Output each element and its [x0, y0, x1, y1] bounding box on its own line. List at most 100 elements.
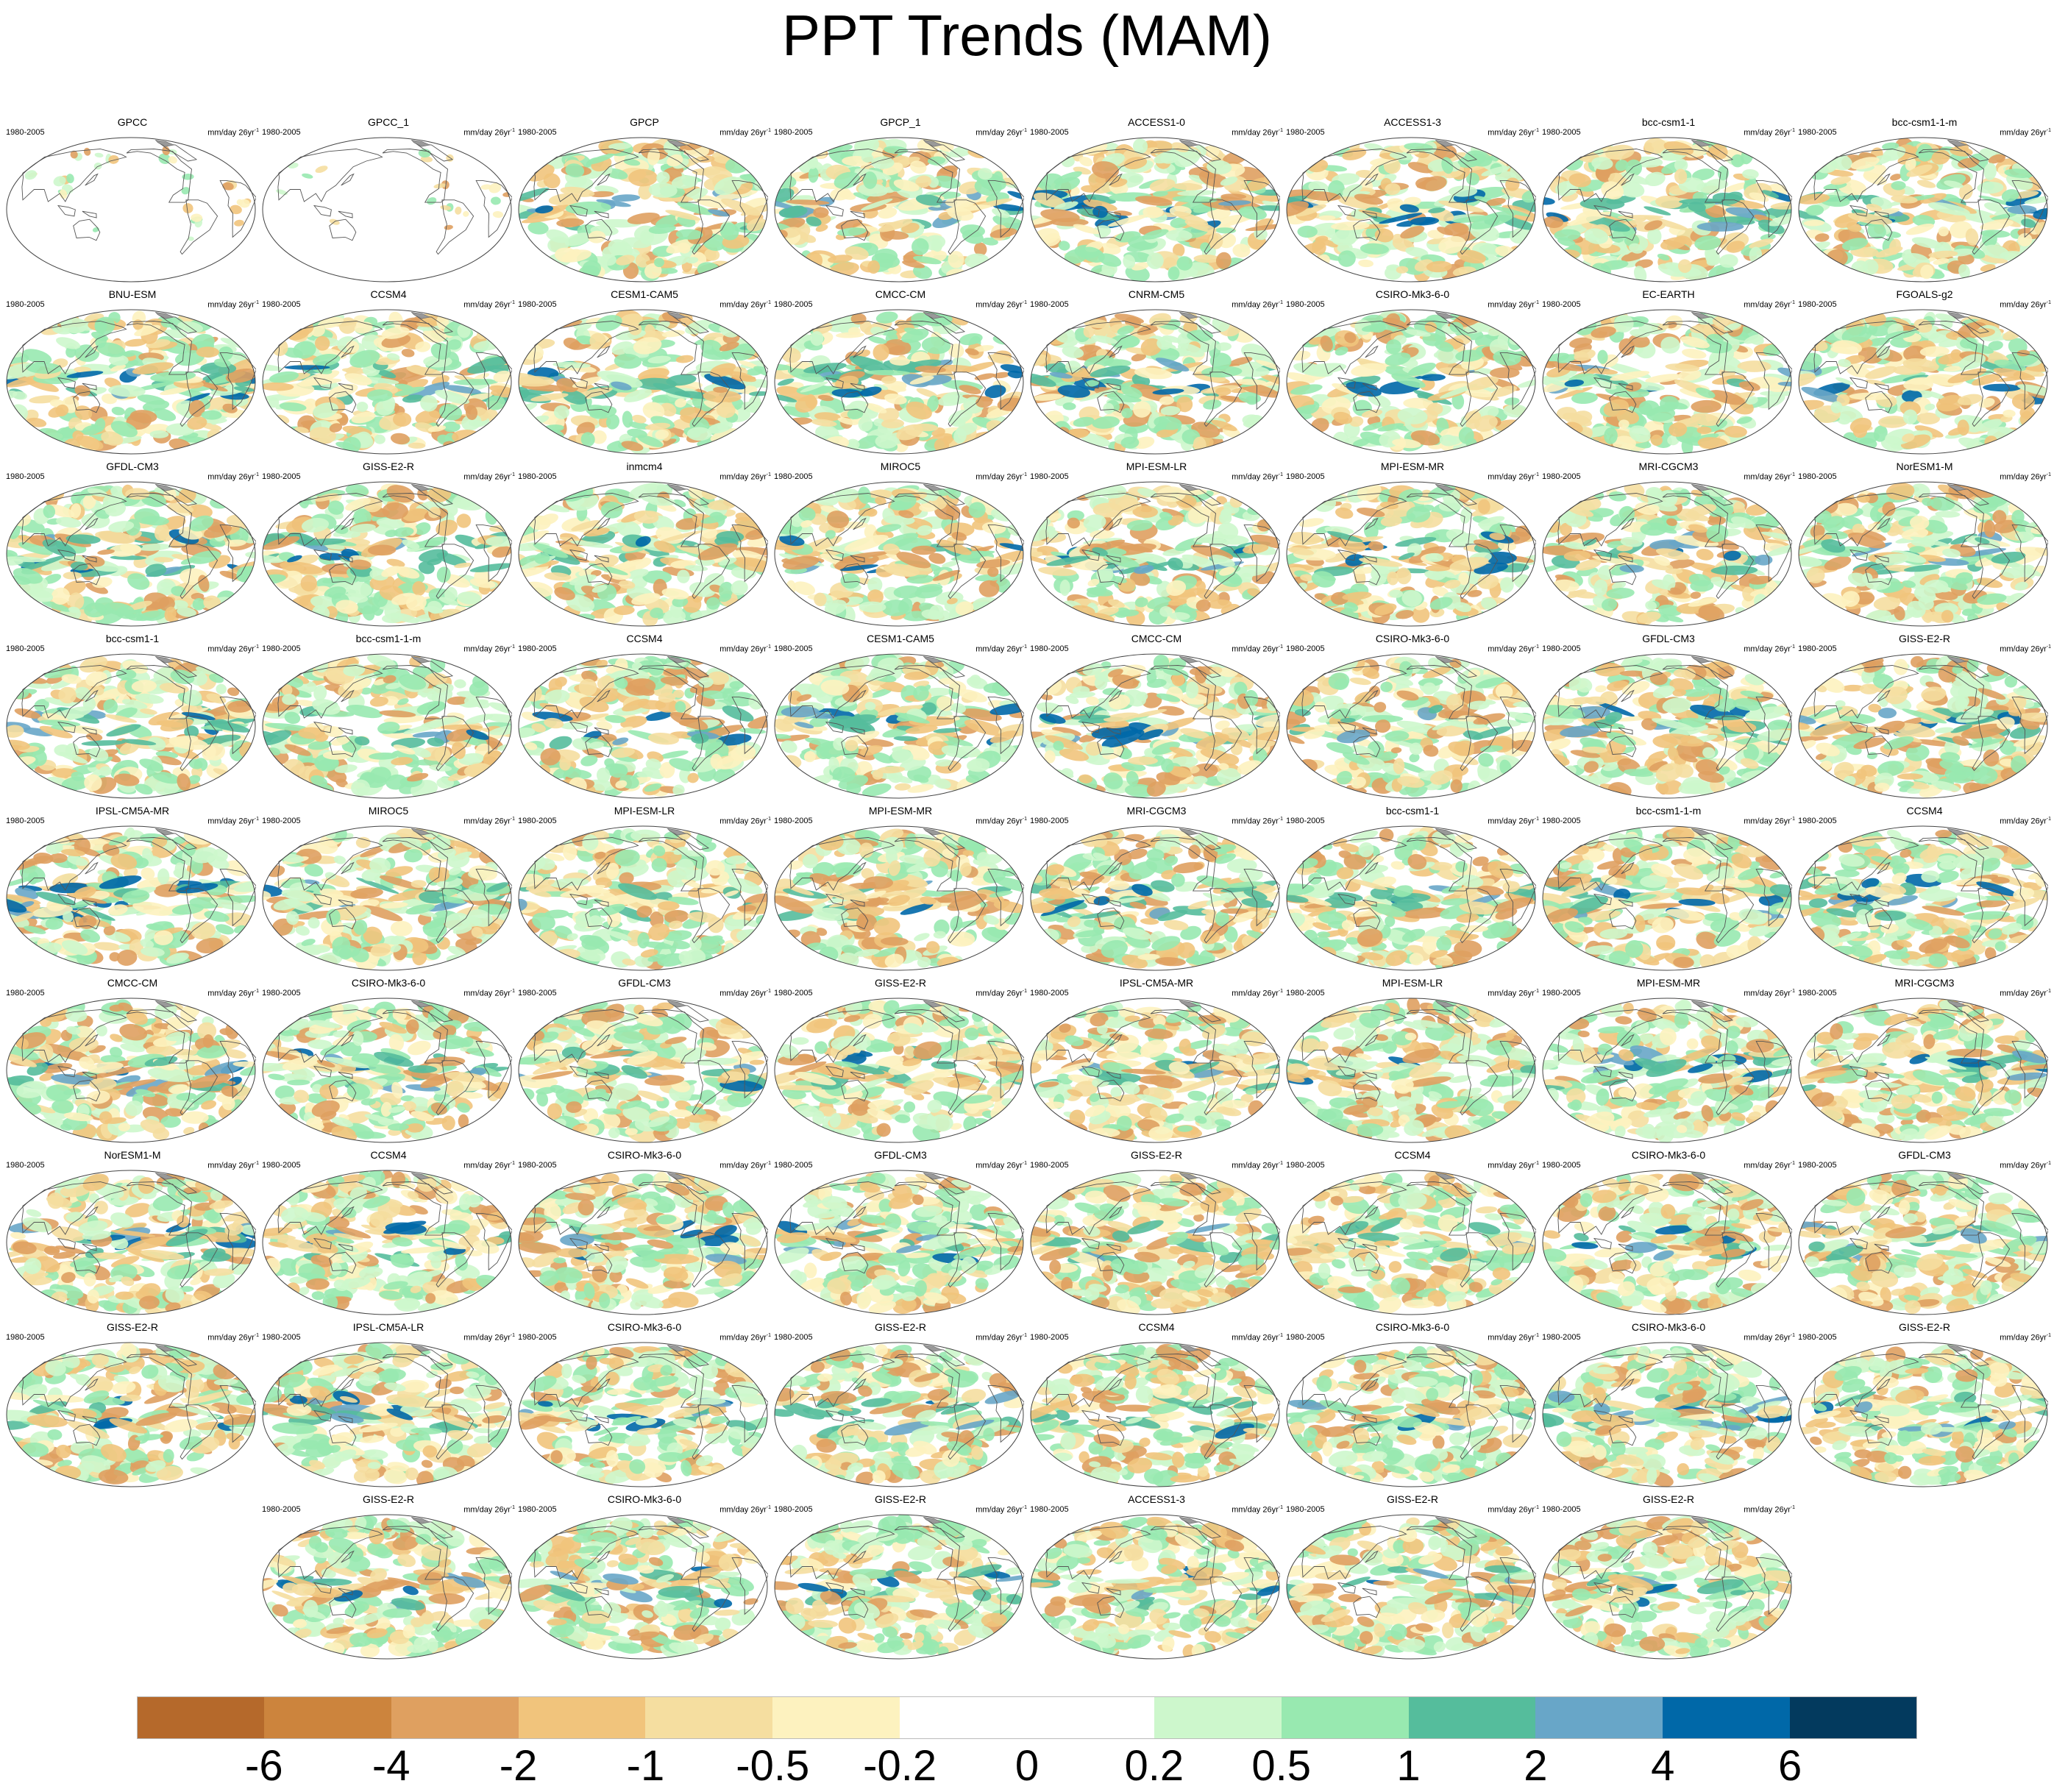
trend-field	[1799, 1170, 2047, 1315]
map-panel: MPI-ESM-LR 1980-2005 mm/day 26yr-1	[516, 805, 772, 973]
panel-units-text: mm/day 26yr	[976, 817, 1023, 826]
panel-title: GISS-E2-R	[1898, 633, 1950, 644]
map-outline	[1542, 653, 1792, 799]
panel-units-text: mm/day 26yr	[1488, 128, 1535, 138]
panel-units-exponent: -1	[766, 989, 771, 994]
trend-map	[262, 481, 512, 627]
panel-units-exponent: -1	[1278, 128, 1283, 133]
map-outline	[6, 825, 256, 971]
panel-units-text: mm/day 26yr	[1232, 128, 1279, 138]
coastlines	[1045, 1344, 1280, 1460]
panel-units-exponent: -1	[254, 644, 259, 650]
panel-units-text: mm/day 26yr	[2000, 644, 2047, 654]
trend-map	[774, 137, 1024, 282]
panel-units-text: mm/day 26yr	[1488, 1333, 1535, 1343]
panel-title: NorESM1-M	[104, 1149, 161, 1161]
panel-units-text: mm/day 26yr	[463, 1161, 511, 1170]
map-outline	[1286, 825, 1536, 971]
map-panel: IPSL-CM5A-MR 1980-2005 mm/day 26yr-1	[1028, 977, 1284, 1145]
coastlines	[1301, 828, 1536, 944]
trend-field	[276, 149, 511, 230]
trend-map	[774, 1514, 1024, 1660]
trend-field	[24, 146, 252, 241]
map-outline	[1286, 1514, 1536, 1660]
panel-units-exponent: -1	[1790, 1333, 1795, 1338]
trend-map	[518, 1342, 768, 1487]
panel-units-exponent: -1	[1022, 472, 1027, 477]
panel-units-text: mm/day 26yr	[2000, 1333, 2047, 1343]
map-outline	[1030, 1342, 1280, 1487]
coastlines	[1557, 311, 1792, 427]
panel-units-text: mm/day 26yr	[1232, 644, 1279, 654]
panel-title: MPI-ESM-LR	[1126, 461, 1187, 472]
panel-units: mm/day 26yr-1	[207, 471, 259, 482]
map-panel: bcc-csm1-1-m 1980-2005 mm/day 26yr-1	[1540, 805, 1797, 973]
panel-units-text: mm/day 26yr	[976, 128, 1023, 138]
coastlines	[1813, 1000, 2048, 1116]
panel-title: inmcm4	[626, 461, 663, 472]
trend-map	[774, 481, 1024, 627]
map-panel: FGOALS-g2 1980-2005 mm/day 26yr-1	[1797, 288, 2053, 456]
panel-units-exponent: -1	[510, 1505, 515, 1510]
colorbar-tick-label: 0	[1014, 1742, 1040, 1790]
panel-units: mm/day 26yr-1	[2000, 471, 2051, 482]
panel-units: mm/day 26yr-1	[1488, 815, 1539, 826]
panel-units-text: mm/day 26yr	[1488, 1505, 1535, 1515]
panel-units-exponent: -1	[1278, 1161, 1283, 1166]
map-outline	[1798, 309, 2048, 455]
map-panel: bcc-csm1-1-m 1980-2005 mm/day 26yr-1	[1797, 116, 2053, 284]
panel-units-exponent: -1	[510, 989, 515, 994]
coastlines	[533, 311, 768, 427]
panel-period: 1980-2005	[1286, 1161, 1325, 1170]
map-outline	[518, 1514, 768, 1660]
panel-title: CCSM4	[1906, 805, 1943, 817]
map-panel: EC-EARTH 1980-2005 mm/day 26yr-1	[1540, 288, 1797, 456]
panel-units-text: mm/day 26yr	[2000, 989, 2047, 998]
coastlines	[1557, 1000, 1792, 1116]
coastlines	[277, 1172, 512, 1288]
panel-units-exponent: -1	[1534, 1161, 1539, 1166]
panel-period: 1980-2005	[6, 817, 45, 825]
map-outline	[518, 137, 768, 282]
panel-title: CSIRO-Mk3-6-0	[1375, 1321, 1450, 1333]
colorbar-swatch	[1790, 1696, 1918, 1739]
trend-map	[1030, 998, 1280, 1143]
panel-units-text: mm/day 26yr	[1488, 817, 1535, 826]
trend-map	[518, 825, 768, 971]
panel-title: IPSL-CM5A-MR	[95, 805, 170, 817]
trend-map	[262, 1342, 512, 1487]
panel-units-exponent: -1	[1278, 644, 1283, 650]
panel-period: 1980-2005	[774, 300, 813, 309]
panel-title: CMCC-CM	[107, 977, 158, 989]
panel-period: 1980-2005	[262, 1505, 301, 1514]
panel-title: IPSL-CM5A-MR	[1119, 977, 1194, 989]
panel-units-exponent: -1	[1022, 1161, 1027, 1166]
coastlines	[21, 483, 256, 600]
map-outline	[1030, 309, 1280, 455]
panel-units: mm/day 26yr-1	[719, 471, 771, 482]
trend-map	[1542, 998, 1792, 1143]
panel-units: mm/day 26yr-1	[1232, 1331, 1283, 1343]
panel-units: mm/day 26yr-1	[1232, 1504, 1283, 1515]
panel-period: 1980-2005	[1542, 128, 1581, 137]
panel-title: bcc-csm1-1-m	[1891, 116, 1958, 128]
panel-units: mm/day 26yr-1	[1744, 471, 1795, 482]
colorbar-swatch	[391, 1696, 519, 1739]
trend-map	[518, 998, 768, 1143]
panel-title: MRI-CGCM3	[1894, 977, 1955, 989]
panel-units: mm/day 26yr-1	[719, 1159, 771, 1170]
trend-map	[6, 1170, 256, 1315]
map-outline	[262, 481, 512, 627]
panel-units-exponent: -1	[1278, 300, 1283, 305]
panel-period: 1980-2005	[1030, 644, 1069, 653]
panel-units-text: mm/day 26yr	[463, 472, 511, 482]
panel-units: mm/day 26yr-1	[463, 643, 515, 654]
panel-period: 1980-2005	[1286, 1333, 1325, 1342]
map-outline	[262, 309, 512, 455]
panel-units-exponent: -1	[1534, 472, 1539, 477]
panel-period: 1980-2005	[1030, 989, 1069, 998]
map-panel: inmcm4 1980-2005 mm/day 26yr-1	[516, 461, 772, 628]
coastlines	[277, 828, 512, 944]
map-panel: BNU-ESM 1980-2005 mm/day 26yr-1	[4, 288, 260, 456]
panel-units-exponent: -1	[1534, 128, 1539, 133]
